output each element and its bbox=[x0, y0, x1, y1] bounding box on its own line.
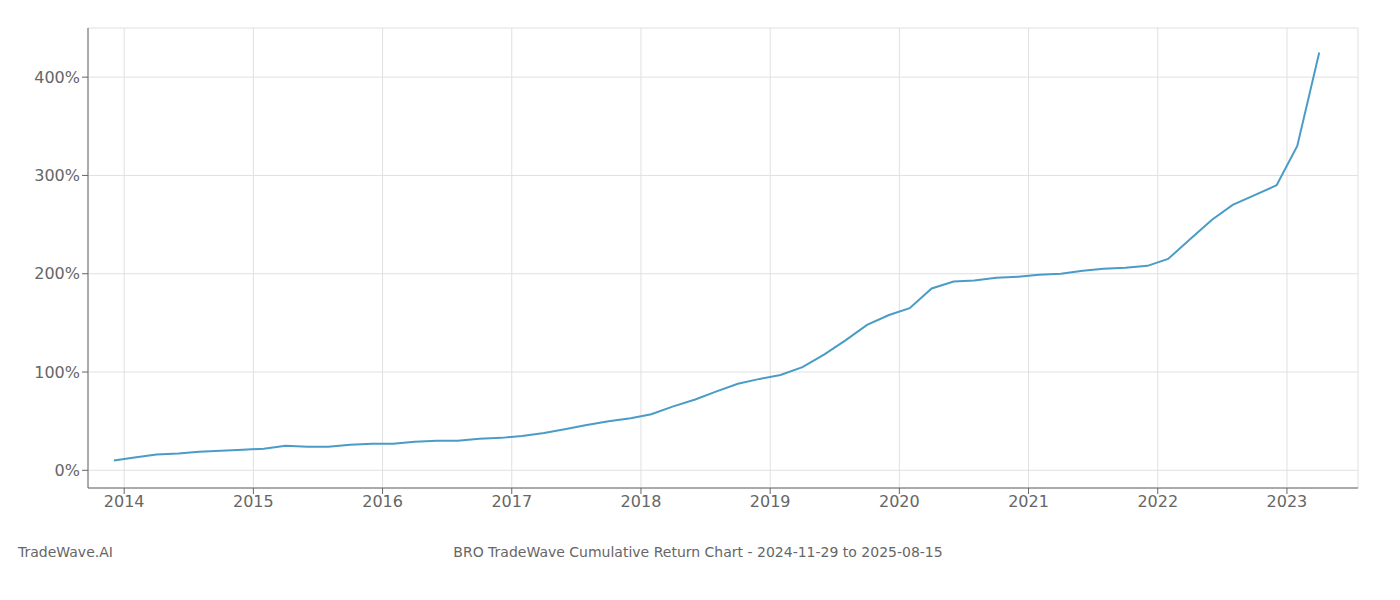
svg-text:2023: 2023 bbox=[1267, 492, 1308, 511]
svg-text:2016: 2016 bbox=[362, 492, 403, 511]
svg-text:300%: 300% bbox=[34, 166, 80, 185]
svg-text:2018: 2018 bbox=[621, 492, 662, 511]
svg-text:2017: 2017 bbox=[491, 492, 532, 511]
html-text:BRO TradeWave Cumulative Retur: BRO TradeWave Cumulative Return Chart - … bbox=[453, 544, 943, 560]
svg-text:2022: 2022 bbox=[1137, 492, 1178, 511]
svg-text:200%: 200% bbox=[34, 264, 80, 283]
svg-text:2015: 2015 bbox=[233, 492, 274, 511]
svg-text:100%: 100% bbox=[34, 363, 80, 382]
svg-text:2019: 2019 bbox=[750, 492, 791, 511]
svg-text:2020: 2020 bbox=[879, 492, 920, 511]
svg-text:2014: 2014 bbox=[104, 492, 145, 511]
html-text:TradeWave.AI: TradeWave.AI bbox=[18, 544, 113, 560]
svg-text:2021: 2021 bbox=[1008, 492, 1049, 511]
svg-text:0%: 0% bbox=[55, 461, 80, 480]
svg-text:400%: 400% bbox=[34, 68, 80, 87]
